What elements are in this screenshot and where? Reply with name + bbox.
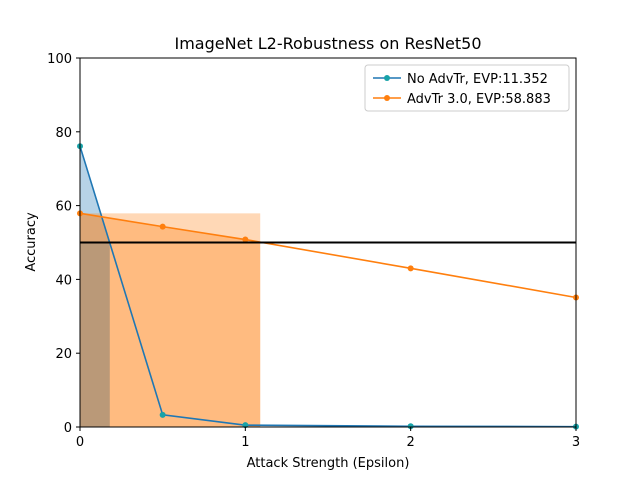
region-below-threshold-0 bbox=[80, 242, 110, 427]
y-tick-label: 80 bbox=[55, 126, 72, 141]
legend-swatch-marker-0 bbox=[384, 75, 390, 81]
y-tick-label: 40 bbox=[55, 273, 72, 288]
y-tick-label: 0 bbox=[64, 421, 72, 436]
legend-box bbox=[364, 64, 570, 112]
x-axis-label: Attack Strength (Epsilon) bbox=[247, 456, 410, 471]
y-axis-ticks: 0 20 40 60 80 100 bbox=[47, 52, 80, 436]
x-axis-ticks: 0 1 2 3 bbox=[76, 427, 580, 450]
legend-swatch-marker-1 bbox=[384, 95, 390, 101]
chart-title: ImageNet L2-Robustness on ResNet50 bbox=[174, 34, 481, 53]
data-point-1-1 bbox=[159, 223, 166, 230]
y-tick-label: 60 bbox=[55, 200, 72, 215]
x-tick-label: 3 bbox=[572, 435, 580, 450]
data-point-0-1 bbox=[159, 411, 166, 418]
y-tick-label: 100 bbox=[47, 52, 72, 67]
series-lines bbox=[77, 143, 579, 430]
data-point-1-2 bbox=[242, 236, 249, 243]
data-point-0-3 bbox=[407, 423, 414, 430]
plot-frame bbox=[79, 57, 577, 428]
area-under-curve-1 bbox=[80, 213, 261, 427]
region-below-threshold-1 bbox=[80, 213, 261, 427]
x-tick-label: 0 bbox=[76, 435, 84, 450]
legend: No AdvTr, EVP:11.352 AdvTr 3.0, EVP:58.88… bbox=[364, 64, 570, 112]
shaded-areas bbox=[80, 146, 261, 428]
y-tick-label: 20 bbox=[55, 347, 72, 362]
y-axis-label: Accuracy bbox=[24, 212, 39, 272]
data-point-1-3 bbox=[407, 265, 414, 272]
legend-entry-0: No AdvTr, EVP:11.352 bbox=[407, 72, 548, 87]
area-under-curve-0 bbox=[80, 146, 110, 428]
x-tick-label: 2 bbox=[407, 435, 415, 450]
x-tick-label: 1 bbox=[241, 435, 249, 450]
legend-entry-1: AdvTr 3.0, EVP:58.883 bbox=[407, 92, 551, 107]
